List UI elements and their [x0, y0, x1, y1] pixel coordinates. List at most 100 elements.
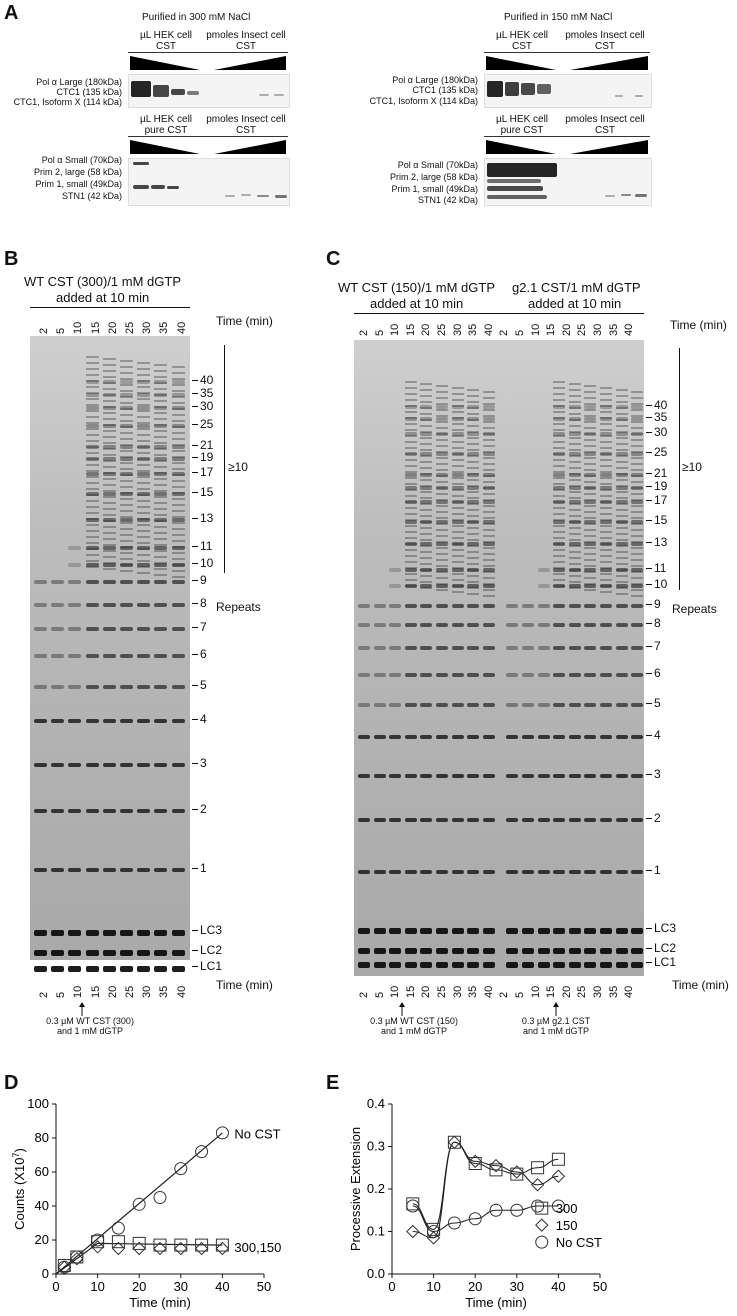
gel-band [34, 627, 47, 631]
gel-band [631, 646, 644, 650]
gel-band [436, 542, 448, 546]
gel-band [171, 457, 185, 461]
panel-b-size-label: 5 [200, 678, 207, 692]
gel-band [436, 735, 448, 739]
gel-band [568, 417, 581, 421]
gel-band [120, 627, 133, 631]
panel-c-size-tick [646, 452, 652, 453]
gel-smear [482, 391, 495, 600]
gel-band [451, 405, 464, 409]
gel-band [436, 432, 448, 436]
gel-band [404, 542, 417, 546]
gel-band [358, 962, 370, 968]
gel-band [154, 424, 168, 428]
gel-band [553, 703, 566, 707]
gel-band [451, 568, 464, 572]
chart-e-point-150 [406, 1224, 420, 1239]
gel-band [68, 763, 82, 767]
gel-band [420, 604, 433, 608]
gel-band [171, 424, 185, 428]
gel-band [358, 646, 370, 650]
gel-band [553, 604, 566, 608]
gel-band [584, 646, 597, 650]
panel-b-arrow-note: 0.3 µM WT CST (300) and 1 mM dGTP [46, 1016, 134, 1036]
panel-b-lane-label: 25 [124, 985, 136, 998]
gel-band [537, 673, 550, 677]
gel-band [373, 962, 386, 968]
gel-band [584, 417, 597, 421]
panel-b-size-label: 7 [200, 620, 207, 634]
gel-band [467, 928, 480, 934]
gel-band [553, 568, 566, 572]
gel-band [600, 673, 612, 677]
gel-band [584, 520, 597, 524]
arrow-up-icon [79, 1002, 85, 1016]
gel-band [34, 930, 47, 936]
gel-band [420, 452, 433, 456]
gel-band [600, 735, 612, 739]
gel-band [389, 568, 402, 572]
gel-band [506, 870, 519, 874]
gel-band [584, 604, 597, 608]
gel-band [171, 809, 185, 813]
panel-b-size-tick [192, 950, 198, 951]
gel-band [553, 486, 566, 490]
gel-band [482, 473, 495, 477]
panel-b-size-label: 2 [200, 802, 207, 816]
chart-d-y-axis-label: Counts (X107) [11, 1148, 27, 1230]
panel-b-lane-label: 5 [55, 327, 68, 334]
gel-band [34, 809, 47, 813]
chart-e-curve-nocst [412, 1205, 559, 1233]
panel-c-size-tick [646, 818, 652, 819]
chart-e-legend-label: 150 [556, 1218, 578, 1233]
gel-band [85, 719, 99, 723]
gel-band [506, 646, 519, 650]
gel-band [631, 500, 644, 504]
chart-e-y-tick-label: 0.1 [367, 1224, 385, 1239]
gel-band [584, 584, 597, 588]
divider-line [484, 52, 650, 53]
gel-band [358, 948, 370, 954]
gel-band [404, 962, 417, 968]
gel-band [482, 417, 495, 421]
gel-band [436, 818, 448, 822]
gel-band [171, 685, 185, 689]
gel-band [506, 818, 519, 822]
gel-band [85, 654, 99, 658]
gel-band [85, 809, 99, 813]
panel-c-size-label: 10 [654, 577, 668, 591]
gel-band [451, 417, 464, 421]
panel-b-time-label-bottom: Time (min) [216, 978, 273, 992]
gel-band [553, 948, 566, 954]
panel-b-size-tick [192, 603, 198, 604]
gel-band [584, 473, 597, 477]
gel-band [420, 818, 433, 822]
gel-smear [102, 358, 116, 571]
gel-band [154, 930, 168, 936]
panel-b-lane-label: 25 [124, 321, 136, 334]
panel-b-title-line1: WT CST (300)/1 mM dGTP [24, 274, 181, 289]
gel-band [568, 568, 581, 572]
panel-label-e: E [326, 1072, 340, 1094]
panel-c-lane-label: 5 [373, 991, 386, 998]
gel-band [568, 774, 581, 778]
gel-band [615, 870, 628, 874]
gel-band [584, 486, 597, 490]
chart-d-point-300 [174, 1238, 188, 1252]
gel-band [389, 673, 402, 677]
chart-e-y-tick-label: 0.2 [367, 1181, 385, 1196]
panel-c-lane-label: 35 [467, 985, 480, 998]
gel-band [482, 703, 495, 707]
chart-d-point-300 [215, 1238, 229, 1252]
gel-band [467, 604, 480, 608]
gel-band [584, 452, 597, 456]
gel-band [389, 948, 402, 954]
gel-band [420, 584, 433, 588]
panel-b-time-label-top: Time (min) [216, 314, 273, 328]
chart-e-x-tick-label: 30 [510, 1279, 524, 1294]
gel-band [137, 685, 151, 689]
gel-band [467, 452, 480, 456]
gel-band [631, 870, 644, 874]
panel-c-lane-label: 40 [623, 985, 636, 998]
gel-band [373, 646, 386, 650]
